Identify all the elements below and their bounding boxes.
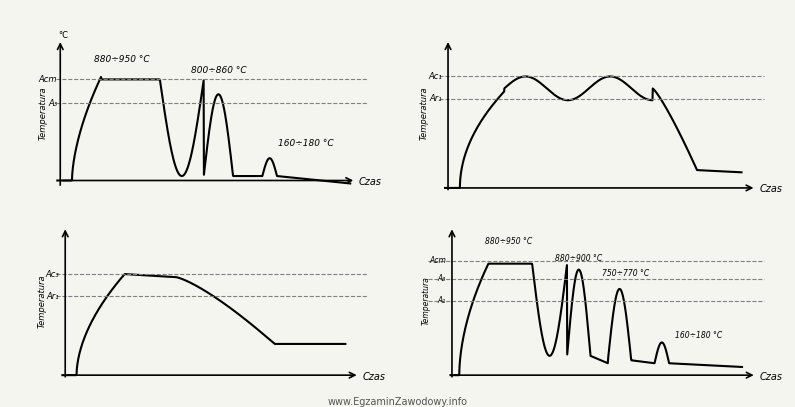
- Text: Czas: Czas: [759, 372, 782, 382]
- Text: 160÷180 °C: 160÷180 °C: [278, 139, 334, 148]
- Text: Temperatura: Temperatura: [38, 87, 47, 140]
- Text: Czas: Czas: [363, 372, 386, 382]
- Text: Czas: Czas: [759, 184, 782, 195]
- Text: 800÷860 °C: 800÷860 °C: [191, 66, 246, 75]
- Text: 880÷900 °C: 880÷900 °C: [555, 254, 603, 263]
- Text: Ar₁: Ar₁: [429, 94, 442, 103]
- Text: A₁: A₁: [438, 296, 446, 305]
- Text: Temperatura: Temperatura: [420, 87, 429, 140]
- Text: Ac₃: Ac₃: [46, 269, 60, 278]
- Text: Temperatura: Temperatura: [421, 276, 430, 325]
- Text: 750÷770 °C: 750÷770 °C: [602, 269, 649, 278]
- Text: Temperatura: Temperatura: [38, 274, 47, 328]
- Text: A₃: A₃: [48, 99, 57, 108]
- Text: 880÷950 °C: 880÷950 °C: [485, 237, 533, 246]
- Text: Ar₁: Ar₁: [47, 292, 60, 301]
- Text: Acm: Acm: [429, 256, 446, 265]
- Text: 160÷180 °C: 160÷180 °C: [675, 331, 722, 340]
- Text: B.: B.: [586, 221, 601, 236]
- Text: Czas: Czas: [359, 177, 382, 187]
- Text: A.: A.: [196, 221, 211, 236]
- Text: Ac₁: Ac₁: [429, 72, 442, 81]
- Text: A₃: A₃: [438, 274, 446, 283]
- Text: Acm: Acm: [39, 75, 57, 84]
- Text: °C: °C: [58, 31, 68, 40]
- Text: 880÷950 °C: 880÷950 °C: [94, 55, 149, 63]
- Text: www.EgzaminZawodowy.info: www.EgzaminZawodowy.info: [328, 397, 467, 407]
